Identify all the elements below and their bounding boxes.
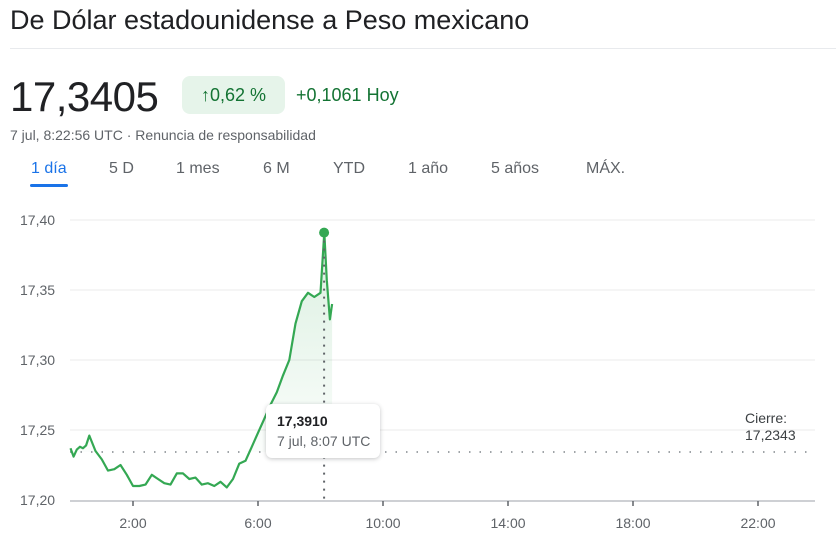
tab-5-days[interactable]: 5 D [109,160,134,177]
price-line [69,231,334,489]
change-absolute: +0,1061 Hoy [296,85,399,105]
gridlines [70,219,815,431]
tab-5-years[interactable]: 5 años [491,160,540,177]
y-tick-label: 17,20 [20,492,56,508]
x-tick-label: 2:00 [119,515,147,531]
y-tick-label: 17,35 [20,282,56,298]
x-tick-label: 10:00 [365,515,401,531]
previous-close-label: Cierre: 17,2343 [745,410,796,444]
divider [10,48,836,49]
change-percent: 0,62 % [209,85,267,105]
x-tick-label: 14:00 [490,515,526,531]
tooltip-time: 7 jul, 8:07 UTC [277,433,371,449]
y-tick-label: 17,25 [20,422,56,438]
previous-close-value: 17,2343 [745,427,796,443]
arrow-up-icon: ↑ [200,85,210,105]
tab-6-months[interactable]: 6 M [263,160,290,177]
separator: · [126,127,132,143]
change-percent-badge: ↑0,62 % [182,76,285,114]
x-tick-label: 18:00 [615,515,651,531]
x-tick-label: 6:00 [244,515,272,531]
hover-point [319,227,330,238]
quote-meta: 7 jul, 8:22:56 UTC · Renuncia de respons… [10,126,316,144]
tab-1-year[interactable]: 1 año [408,160,449,177]
tab-1-month[interactable]: 1 mes [176,160,220,177]
disclaimer-link[interactable]: Renuncia de responsabilidad [135,127,316,143]
x-axis [70,500,815,506]
tab-ytd[interactable]: YTD [333,160,365,177]
timestamp: 7 jul, 8:22:56 UTC [10,127,123,143]
previous-close-title: Cierre: [745,410,788,426]
tab-1-day[interactable]: 1 día [30,157,68,187]
page-title: De Dólar estadounidense a Peso mexicano [10,5,530,35]
tooltip-value: 17,3910 [277,413,328,429]
current-price: 17,3405 [10,73,159,120]
x-tick-label: 22:00 [740,515,776,531]
y-tick-label: 17,30 [20,352,56,368]
chart-tooltip: 17,3910 7 jul, 8:07 UTC [266,404,380,458]
tab-max[interactable]: MÁX. [586,160,626,177]
y-tick-label: 17,40 [20,212,56,228]
